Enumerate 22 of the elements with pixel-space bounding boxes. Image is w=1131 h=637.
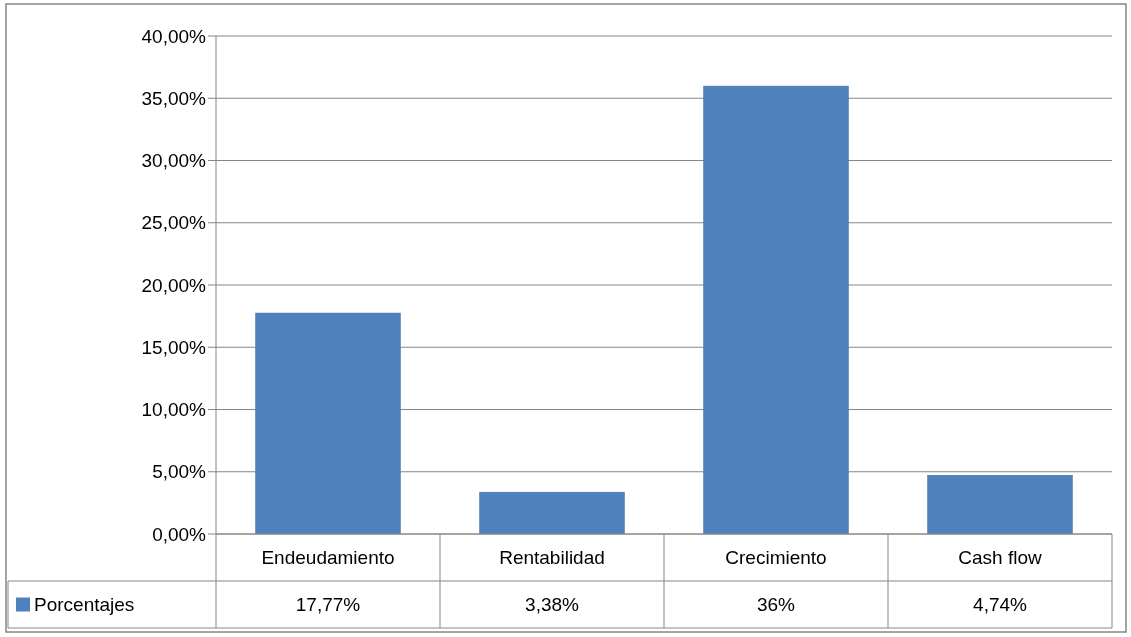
x-tick-label: Endeudamiento [261,547,395,569]
y-tick-label: 35,00% [141,87,207,109]
y-tick-label: 10,00% [141,399,207,421]
y-tick-label: 20,00% [141,274,207,296]
legend-label: Porcentajes [34,594,135,616]
y-tick-label: 30,00% [141,150,207,172]
data-label: 36% [756,594,796,616]
bar [927,474,1073,534]
y-tick-label: 15,00% [141,336,207,358]
x-tick-label: Crecimiento [725,547,827,569]
data-label: 3,38% [525,594,580,616]
y-tick-label: 0,00% [152,523,207,545]
y-tick-label: 25,00% [141,212,207,234]
x-tick-label: Cash flow [958,547,1042,569]
data-label: 17,77% [295,594,361,616]
data-label: 4,74% [973,594,1028,616]
y-tick-label: 5,00% [152,461,207,483]
bar [479,491,625,534]
bar [255,312,401,534]
x-tick-label: Rentabilidad [499,547,605,569]
y-tick-label: 40,00% [141,25,207,47]
bar [703,85,849,534]
